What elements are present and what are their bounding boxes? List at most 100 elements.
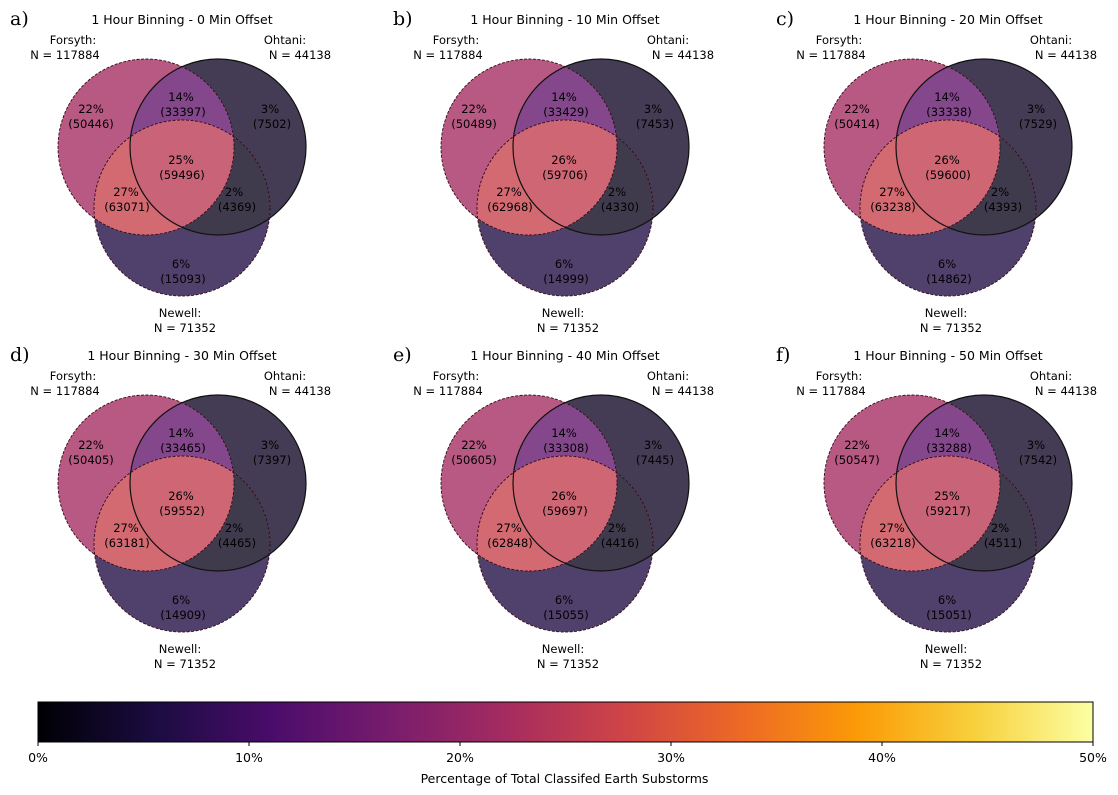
region-label-newell-only-count: (15093): [160, 272, 206, 286]
region-all-three: [130, 120, 234, 235]
region-all-three: [896, 456, 1000, 571]
region-label-newell-only-count: (15051): [926, 608, 972, 622]
ohtani-circle-outline: [129, 394, 307, 572]
forsyth-circle-outline: [57, 394, 235, 572]
set-label-newell-name: Newell:: [542, 642, 584, 656]
region-label-forsyth-only-pct: 22%: [461, 438, 487, 452]
region-label-forsyth-only-count: (50414): [834, 117, 880, 131]
region-label-forsyth-ohtani-pct: 14%: [934, 426, 960, 440]
region-label-all-three-pct: 26%: [551, 153, 577, 167]
newell-circle-outline: [859, 119, 1037, 297]
set-label-newell-n: N = 71352: [154, 321, 216, 335]
forsyth-circle-outline: [57, 58, 235, 236]
ohtani-circle-outline: [512, 394, 690, 572]
region-label-forsyth-newell-count: (62848): [487, 536, 533, 550]
set-label-newell-n: N = 71352: [920, 321, 982, 335]
panel-title: 1 Hour Binning - 20 Min Offset: [853, 12, 1042, 27]
region-label-forsyth-newell-pct: 27%: [879, 185, 905, 199]
region-label-all-three-pct: 26%: [934, 153, 960, 167]
region-label-ohtani-only-count: (7542): [1019, 453, 1057, 467]
set-label-newell-name: Newell:: [542, 306, 584, 320]
panel-title: 1 Hour Binning - 30 Min Offset: [87, 348, 276, 363]
region-all-three: [513, 456, 617, 571]
venn-regions: [441, 59, 689, 296]
region-label-ohtani-newell-pct: 2%: [608, 185, 626, 199]
forsyth-circle-outline: [440, 394, 618, 572]
set-label-forsyth-n: N = 117884: [796, 48, 865, 62]
region-label-all-three-count: (59496): [159, 168, 205, 182]
region-label-forsyth-ohtani-count: (33288): [926, 441, 972, 455]
region-label-forsyth-newell-pct: 27%: [113, 521, 139, 535]
set-label-forsyth-n: N = 117884: [413, 48, 482, 62]
region-label-all-three-pct: 25%: [168, 153, 194, 167]
region-label-ohtani-newell-count: (4393): [984, 200, 1022, 214]
region-label-ohtani-newell-pct: 2%: [991, 521, 1009, 535]
region-label-all-three-count: (59697): [542, 504, 588, 518]
set-label-newell-n: N = 71352: [537, 321, 599, 335]
set-label-ohtani-n: N = 44138: [652, 48, 714, 62]
ohtani-circle-outline: [895, 394, 1073, 572]
venn-panel-e: 1 Hour Binning - 40 Min Offset e) Forsyth:…: [393, 344, 714, 671]
region-label-ohtani-only-count: (7445): [636, 453, 674, 467]
venn-panel-c: 1 Hour Binning - 20 Min Offset c) Forsyth:…: [776, 8, 1097, 335]
newell-circle-outline: [476, 119, 654, 297]
forsyth-circle-outline: [823, 394, 1001, 572]
set-label-ohtani-n: N = 44138: [1035, 48, 1097, 62]
region-label-forsyth-newell-count: (63238): [870, 200, 916, 214]
panel-letter: d): [10, 344, 30, 366]
region-label-all-three-count: (59217): [925, 504, 971, 518]
region-label-forsyth-only-count: (50489): [451, 117, 497, 131]
set-label-ohtani-n: N = 44138: [652, 384, 714, 398]
venn-panel-a: 1 Hour Binning - 0 Min Offseta)Forsyth:N…: [10, 8, 331, 335]
set-label-ohtani-name: Ohtani:: [264, 33, 306, 47]
region-label-forsyth-ohtani-count: (33338): [926, 105, 972, 119]
region-label-ohtani-only-count: (7397): [253, 453, 291, 467]
region-label-ohtani-only-pct: 3%: [261, 102, 279, 116]
region-label-ohtani-newell-pct: 2%: [991, 185, 1009, 199]
colorbar: 0% 10% 20% 30% 40% 50% Percentage of Total Cla…: [28, 701, 1107, 786]
region-label-ohtani-only-pct: 3%: [644, 438, 662, 452]
forsyth-circle-outline: [823, 58, 1001, 236]
set-label-ohtani-n: N = 44138: [269, 384, 331, 398]
venn-regions: [824, 59, 1072, 296]
region-label-forsyth-only-count: (50405): [68, 453, 114, 467]
colorbar-tick-label: 10%: [235, 750, 263, 765]
region-label-forsyth-newell-count: (63071): [104, 200, 150, 214]
set-label-forsyth-n: N = 117884: [413, 384, 482, 398]
region-label-forsyth-only-pct: 22%: [78, 438, 104, 452]
colorbar-tick-label: 50%: [1079, 750, 1107, 765]
venn-panel-f: 1 Hour Binning - 50 Min Offset f) Forsyth:…: [776, 344, 1097, 671]
region-label-ohtani-only-count: (7453): [636, 117, 674, 131]
newell-circle-outline: [476, 455, 654, 633]
venn-regions: [824, 395, 1072, 632]
venn-regions: [441, 395, 689, 632]
region-label-forsyth-newell-count: (63181): [104, 536, 150, 550]
region-label-forsyth-only-pct: 22%: [78, 102, 104, 116]
newell-circle-outline: [93, 455, 271, 633]
region-label-forsyth-ohtani-pct: 14%: [551, 90, 577, 104]
region-label-forsyth-ohtani-count: (33308): [543, 441, 589, 455]
region-all-three: [130, 456, 234, 571]
region-all-three: [896, 120, 1000, 235]
set-label-newell-name: Newell:: [159, 642, 201, 656]
region-label-newell-only-pct: 6%: [172, 257, 190, 271]
region-label-newell-only-pct: 6%: [172, 593, 190, 607]
colorbar-tick-label: 40%: [868, 750, 896, 765]
region-label-ohtani-newell-count: (4416): [601, 536, 639, 550]
set-label-forsyth-n: N = 117884: [796, 384, 865, 398]
panel-title: 1 Hour Binning - 40 Min Offset: [470, 348, 659, 363]
region-label-ohtani-newell-count: (4465): [218, 536, 256, 550]
panel-letter: b): [393, 8, 413, 30]
region-label-forsyth-newell-count: (63218): [870, 536, 916, 550]
set-label-newell-n: N = 71352: [154, 657, 216, 671]
region-label-forsyth-newell-pct: 27%: [879, 521, 905, 535]
region-label-forsyth-ohtani-pct: 14%: [551, 426, 577, 440]
newell-circle-outline: [859, 455, 1037, 633]
panel-title: 1 Hour Binning - 10 Min Offset: [470, 12, 659, 27]
region-label-forsyth-only-count: (50446): [68, 117, 114, 131]
newell-circle-outline: [93, 119, 271, 297]
panel-letter: c): [776, 8, 794, 30]
region-label-newell-only-count: (14862): [926, 272, 972, 286]
ohtani-circle-outline: [512, 58, 690, 236]
ohtani-circle-outline: [895, 58, 1073, 236]
